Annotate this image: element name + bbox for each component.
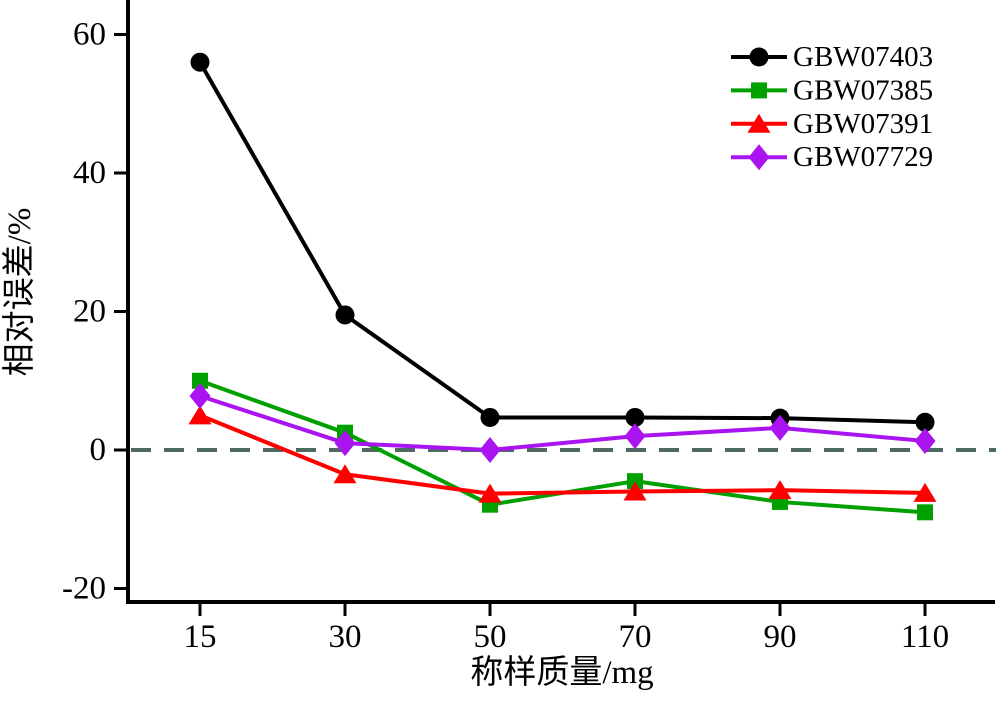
x-tick-label: 90 — [764, 619, 797, 655]
circle-marker-GBW07403 — [915, 412, 935, 432]
square-marker-legend-GBW07385 — [751, 82, 767, 99]
circle-marker-GBW07403 — [480, 407, 500, 427]
square-marker-GBW07385 — [192, 372, 208, 389]
x-tick-label: 50 — [474, 619, 507, 655]
legend-label-GBW07391: GBW07391 — [793, 108, 933, 140]
diamond-marker-legend-GBW07729 — [748, 144, 770, 171]
x-tick-label: 30 — [329, 619, 362, 655]
diamond-marker-GBW07729 — [624, 423, 646, 450]
legend-label-GBW07385: GBW07385 — [793, 74, 933, 106]
diamond-marker-GBW07729 — [914, 427, 936, 454]
y-ticks: 60 40 20 0 -20 — [62, 17, 128, 607]
triangle-marker-GBW07391 — [623, 481, 647, 501]
circle-marker-GBW07403 — [190, 52, 210, 72]
triangle-marker-GBW07391 — [478, 483, 502, 503]
series-line-GBW07403 — [198, 61, 926, 425]
series-group — [188, 52, 937, 521]
series-GBW07391 — [188, 405, 937, 503]
x-ticks: 15 30 50 70 90 110 — [184, 602, 949, 655]
triangle-marker-GBW07391 — [913, 482, 937, 502]
x-tick-label: 15 — [184, 619, 217, 655]
axes — [126, 0, 995, 604]
legend-item-GBW07385: GBW07385 — [731, 74, 933, 106]
diamond-marker-GBW07729 — [479, 437, 501, 463]
legend-item-GBW07391: GBW07391 — [731, 108, 933, 140]
legend-label-GBW07403: GBW07403 — [793, 41, 933, 73]
x-tick-label: 110 — [901, 619, 949, 655]
circle-marker-GBW07403 — [335, 305, 355, 325]
y-tick-label: 0 — [90, 432, 107, 468]
triangle-marker-GBW07391 — [188, 405, 212, 425]
x-axis-title: 称样质量/mg — [470, 654, 653, 691]
series-GBW07729 — [189, 382, 936, 463]
y-axis-title: 相对误差/% — [1, 208, 38, 377]
series-GBW07385 — [192, 372, 933, 521]
y-tick-label: 20 — [73, 294, 106, 330]
y-tick-label: -20 — [62, 571, 106, 607]
diamond-marker-GBW07729 — [769, 414, 791, 441]
circle-marker-legend-GBW07403 — [749, 47, 769, 67]
diamond-marker-GBW07729 — [334, 430, 356, 457]
triangle-marker-GBW07391 — [768, 480, 792, 500]
legend-item-GBW07403: GBW07403 — [731, 41, 933, 73]
circle-marker-GBW07403 — [625, 407, 645, 427]
diamond-marker-GBW07729 — [189, 382, 211, 409]
series-line-GBW07729 — [199, 394, 926, 452]
y-tick-label: 60 — [73, 17, 106, 53]
x-tick-label: 70 — [619, 619, 652, 655]
legend-item-GBW07729: GBW07729 — [731, 141, 933, 173]
legend-label-GBW07729: GBW07729 — [793, 141, 933, 173]
y-tick-label: 40 — [73, 155, 106, 191]
triangle-marker-legend-GBW07391 — [747, 113, 771, 133]
square-marker-GBW07385 — [917, 504, 933, 521]
triangle-marker-GBW07391 — [333, 464, 357, 484]
series-line-GBW07391 — [199, 413, 926, 496]
square-marker-GBW07385 — [627, 473, 643, 490]
